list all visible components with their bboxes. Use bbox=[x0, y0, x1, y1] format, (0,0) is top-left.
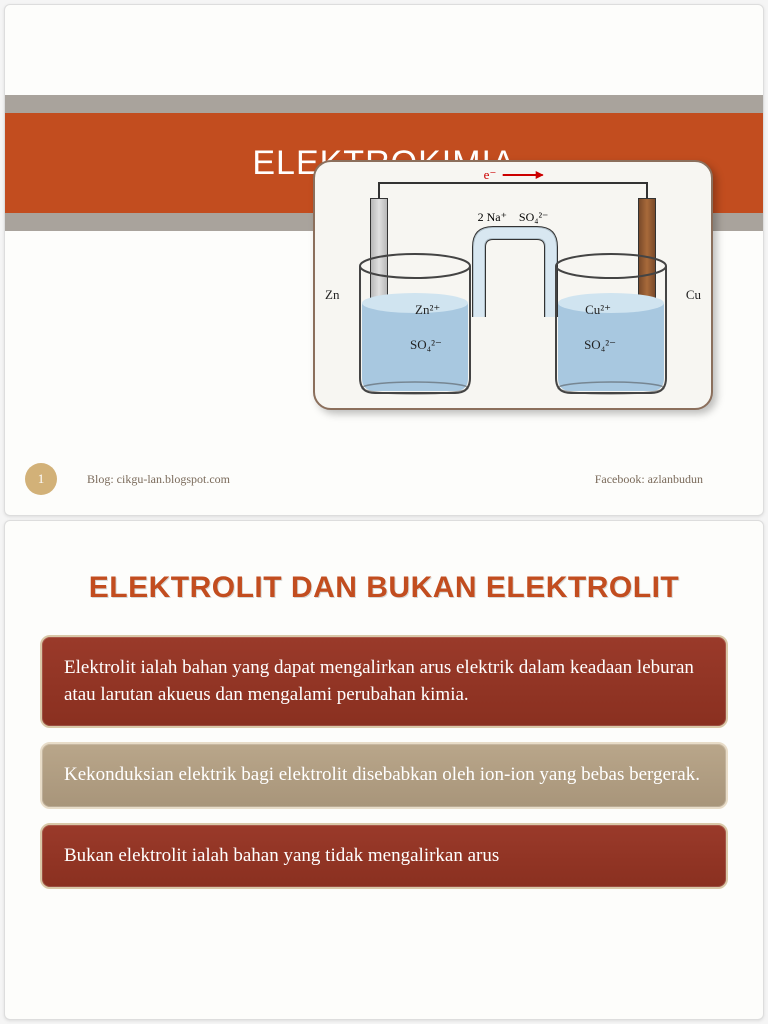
label-cu: Cu bbox=[686, 287, 701, 303]
label-cu2plus: Cu²⁺ bbox=[585, 302, 611, 318]
blog-link-text: Blog: cikgu-lan.blogspot.com bbox=[87, 472, 230, 487]
wire bbox=[378, 182, 648, 200]
slide2-heading: ELEKTROLIT DAN BUKAN ELEKTROLIT bbox=[5, 521, 763, 635]
definition-box-bukan-elektrolit: Bukan elektrolit ialah bahan yang tidak … bbox=[40, 823, 728, 890]
definition-box-elektrolit: Elektrolit ialah bahan yang dapat mengal… bbox=[40, 635, 728, 728]
arrow-icon bbox=[502, 174, 542, 176]
label-zn: Zn bbox=[325, 287, 339, 303]
definition-box-kekonduksian: Kekonduksian elektrik bagi elektrolit di… bbox=[40, 742, 728, 809]
electron-flow-label: e⁻ bbox=[484, 167, 543, 183]
slide-1: ELEKTROKIMIA e⁻ 2 Na⁺ SO₄²⁻ bbox=[4, 4, 764, 516]
beaker-left bbox=[350, 248, 480, 398]
page-number-badge: 1 bbox=[25, 463, 57, 495]
label-so4-right: SO₄²⁻ bbox=[584, 337, 616, 353]
label-so4-left: SO₄²⁻ bbox=[410, 337, 442, 353]
electron-symbol: e⁻ bbox=[484, 167, 497, 183]
facebook-text: Facebook: azlanbudun bbox=[595, 472, 703, 487]
label-zn2plus: Zn²⁺ bbox=[415, 302, 440, 318]
banner-trim-top bbox=[5, 95, 763, 113]
bridge-ion-labels: 2 Na⁺ SO₄²⁻ bbox=[478, 210, 549, 225]
beaker-right bbox=[546, 248, 676, 398]
slide-2: ELEKTROLIT DAN BUKAN ELEKTROLIT Elektrol… bbox=[4, 520, 764, 1020]
electrochemistry-diagram: e⁻ 2 Na⁺ SO₄²⁻ bbox=[313, 160, 713, 410]
slide-footer: 1 Blog: cikgu-lan.blogspot.com Facebook:… bbox=[5, 463, 763, 495]
